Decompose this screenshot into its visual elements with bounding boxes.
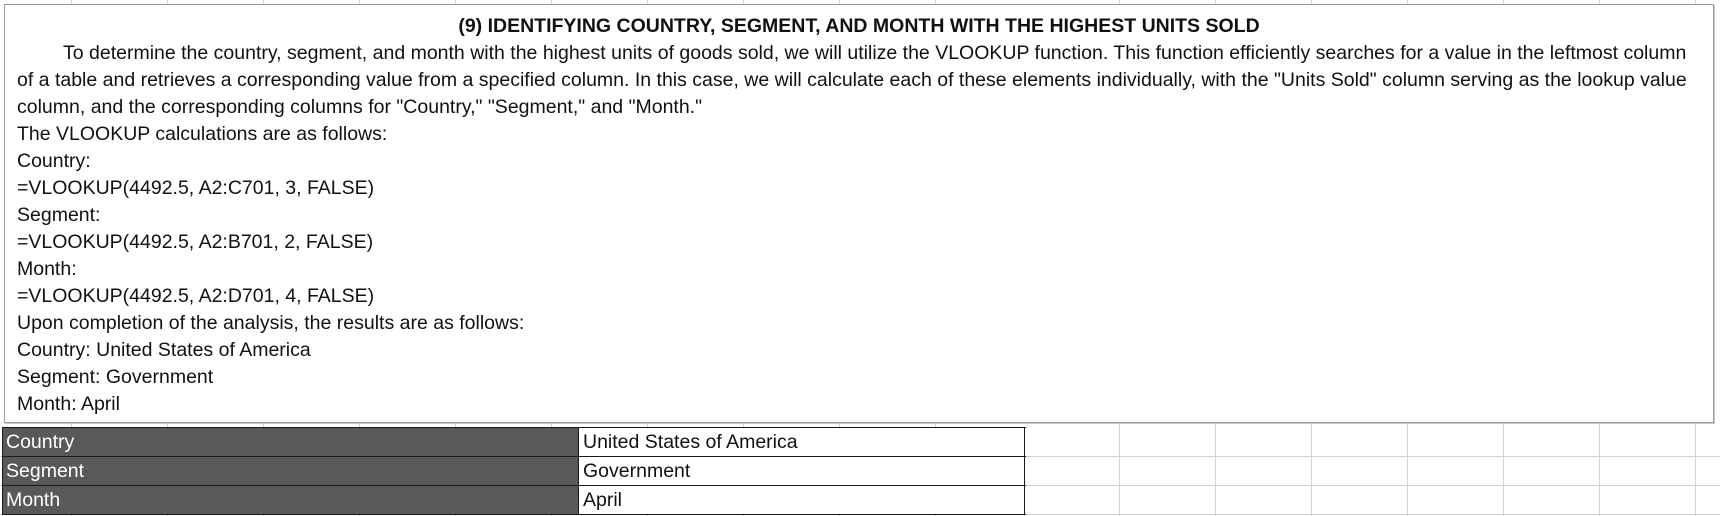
cell-value[interactable]: Government: [579, 457, 1025, 485]
note-line: Month: April: [17, 393, 120, 415]
cell-value[interactable]: April: [579, 486, 1025, 514]
note-line: Upon completion of the analysis, the res…: [17, 312, 525, 334]
results-table: Country United States of America Segment…: [2, 427, 1026, 515]
cell-label[interactable]: Segment: [2, 457, 579, 485]
table-row: Month April: [2, 486, 1026, 515]
cell-label[interactable]: Country: [2, 428, 579, 456]
note-line: Segment:: [17, 204, 101, 226]
note-line: Country: United States of America: [17, 339, 311, 361]
note-line: =VLOOKUP(4492.5, A2:B701, 2, FALSE): [17, 231, 374, 253]
note-line: =VLOOKUP(4492.5, A2:C701, 3, FALSE): [17, 177, 375, 199]
note-line: =VLOOKUP(4492.5, A2:D701, 4, FALSE): [17, 285, 375, 307]
cell-value[interactable]: United States of America: [579, 428, 1025, 456]
table-row: Segment Government: [2, 457, 1026, 486]
note-title: (9) IDENTIFYING COUNTRY, SEGMENT, AND MO…: [458, 15, 1260, 37]
cell-label[interactable]: Month: [2, 486, 579, 514]
note-line: The VLOOKUP calculations are as follows:: [17, 123, 388, 145]
note-line: Segment: Government: [17, 366, 214, 388]
text-box-note[interactable]: (9) IDENTIFYING COUNTRY, SEGMENT, AND MO…: [4, 4, 1714, 423]
note-line: Country:: [17, 150, 91, 172]
table-row: Country United States of America: [2, 427, 1026, 457]
note-paragraph: To determine the country, segment, and m…: [17, 42, 1687, 118]
note-line: Month:: [17, 258, 77, 280]
